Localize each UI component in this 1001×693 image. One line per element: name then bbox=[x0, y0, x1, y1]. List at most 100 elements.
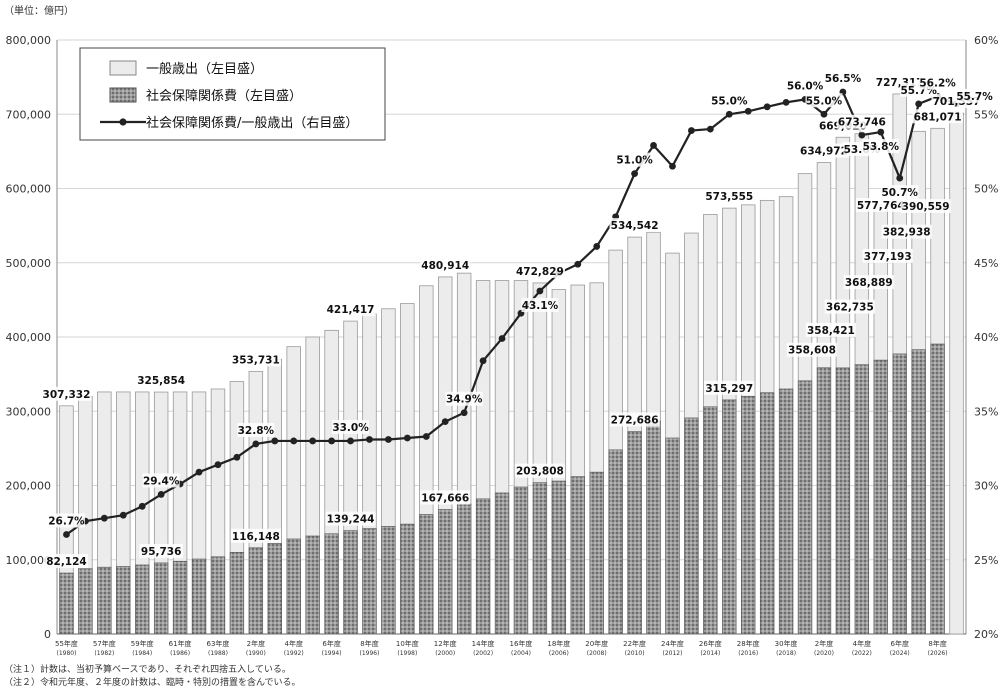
bar-value-label-bg bbox=[843, 275, 894, 290]
x-tick-year: (1980) bbox=[56, 650, 76, 657]
bar-social-security bbox=[400, 523, 415, 635]
ratio-point bbox=[631, 170, 638, 178]
x-tick-label: 4年度 bbox=[853, 639, 871, 648]
x-tick-year: (2004) bbox=[511, 650, 531, 657]
footnote-1: （注１）計数は、当初予算ベースであり、それぞれ四捨五入している。 bbox=[4, 665, 291, 675]
bar-value-label: 116,148 bbox=[232, 531, 280, 543]
x-tick-year: (1984) bbox=[132, 650, 152, 657]
bar-social-security bbox=[305, 535, 320, 635]
ratio-value-label: 32.8% bbox=[238, 425, 275, 437]
ratio-value-label-bg bbox=[237, 422, 275, 437]
bar-social-security bbox=[475, 498, 491, 635]
bar-social-security bbox=[154, 562, 169, 635]
ratio-point bbox=[366, 436, 373, 443]
bar-social-security bbox=[551, 480, 566, 635]
legend-label-social: 社会保障関係費（左目盛） bbox=[146, 88, 302, 104]
bar-social-security bbox=[381, 526, 396, 635]
ratio-value-label-bg bbox=[616, 152, 654, 167]
x-tick-year: (2020) bbox=[814, 650, 834, 657]
ratio-value-label-bg bbox=[824, 70, 862, 85]
ratio-value-label: 29.4% bbox=[143, 475, 180, 487]
ratio-point bbox=[138, 502, 146, 510]
ratio-value-label: 55.0% bbox=[806, 95, 843, 107]
ratio-point bbox=[252, 440, 260, 448]
x-tick-year: (2012) bbox=[662, 650, 682, 657]
bar-social-security bbox=[343, 530, 358, 635]
bar-value-label-bg bbox=[609, 218, 660, 233]
y-left-tick-label: 800,000 bbox=[6, 34, 52, 47]
ratio-point bbox=[858, 131, 866, 139]
bar-value-label: 421,417 bbox=[327, 304, 375, 316]
bar-value-label: 573,555 bbox=[705, 191, 753, 203]
bar-social-security bbox=[741, 396, 756, 635]
x-tick-year: (1990) bbox=[246, 650, 266, 657]
bar-social-security bbox=[286, 538, 301, 635]
ratio-value-label-bg bbox=[47, 513, 85, 528]
bar-value-label: 203,808 bbox=[516, 466, 564, 478]
bar-social-security bbox=[646, 420, 661, 635]
ratio-point bbox=[271, 437, 279, 445]
bar-social-security bbox=[210, 556, 226, 635]
ratio-value-label: 53.8% bbox=[863, 141, 900, 153]
bar-value-label-bg bbox=[900, 199, 951, 214]
ratio-value-label: 56.5% bbox=[825, 73, 862, 85]
bar-social-security bbox=[438, 509, 453, 635]
y-right-tick-label: 35% bbox=[974, 405, 998, 418]
bar-value-label: 358,421 bbox=[807, 325, 855, 337]
x-tick-year: (2018) bbox=[776, 650, 796, 657]
bar-value-label-bg bbox=[136, 373, 187, 388]
x-tick-year: (2006) bbox=[549, 650, 569, 657]
x-tick-label: 61年度 bbox=[169, 639, 192, 648]
legend-swatch-social bbox=[109, 87, 137, 103]
x-tick-label: 18年度 bbox=[547, 639, 570, 648]
ratio-point bbox=[650, 142, 657, 149]
bar-social-security bbox=[324, 533, 339, 635]
bar-value-label-bg bbox=[704, 380, 755, 395]
bar-value-label: 681,071 bbox=[914, 111, 962, 123]
ratio-value-label-bg bbox=[332, 419, 370, 434]
ratio-value-label: 33.0% bbox=[332, 422, 369, 434]
x-tick-year: (1988) bbox=[208, 650, 228, 657]
x-tick-label: 28年度 bbox=[737, 639, 760, 648]
x-tick-year: (1992) bbox=[284, 650, 304, 657]
x-tick-label: 30年度 bbox=[775, 639, 798, 648]
bar-value-label-bg bbox=[912, 109, 963, 124]
bar-social-security bbox=[665, 437, 680, 635]
x-tick-year: (1994) bbox=[322, 650, 342, 657]
bar-value-label-bg bbox=[704, 189, 755, 204]
bar-social-security bbox=[116, 566, 131, 635]
x-tick-year: (2026) bbox=[928, 650, 948, 657]
bar-social-security bbox=[854, 364, 869, 635]
ratio-value-label: 55.7% bbox=[956, 91, 993, 103]
ratio-point bbox=[100, 514, 108, 522]
bar-value-label: 673,746 bbox=[838, 117, 886, 129]
bar-social-security bbox=[267, 543, 282, 635]
ratio-point bbox=[119, 511, 127, 519]
bar-value-label: 353,731 bbox=[232, 354, 280, 366]
bar-value-label-bg bbox=[325, 302, 376, 317]
bar-value-label-bg bbox=[805, 322, 857, 337]
x-tick-label: 2年度 bbox=[815, 639, 833, 648]
bar-social-security bbox=[608, 449, 623, 635]
legend-label-general: 一般歳出（左目盛） bbox=[146, 61, 263, 77]
bar-social-security bbox=[229, 552, 245, 635]
bar-social-security bbox=[172, 560, 188, 635]
y-left-tick-label: 100,000 bbox=[6, 554, 52, 567]
x-tick-year: (2002) bbox=[473, 650, 493, 657]
y-right-tick-label: 25% bbox=[974, 554, 998, 567]
bar-value-label-bg bbox=[41, 386, 92, 401]
bar-value-label-bg bbox=[862, 248, 913, 263]
ratio-value-label-bg bbox=[805, 93, 843, 108]
ratio-value-label: 34.9% bbox=[446, 394, 483, 406]
bar-social-security bbox=[419, 514, 434, 635]
ratio-point bbox=[574, 260, 582, 268]
y-left-tick-label: 500,000 bbox=[6, 257, 52, 270]
bar-value-label: 307,332 bbox=[43, 389, 91, 401]
ratio-point bbox=[347, 437, 354, 445]
ratio-point bbox=[460, 409, 468, 417]
bar-value-label-bg bbox=[609, 412, 660, 427]
ratio-value-label-bg bbox=[956, 88, 994, 103]
bar-social-security bbox=[135, 564, 150, 635]
bar-social-security bbox=[532, 482, 548, 635]
